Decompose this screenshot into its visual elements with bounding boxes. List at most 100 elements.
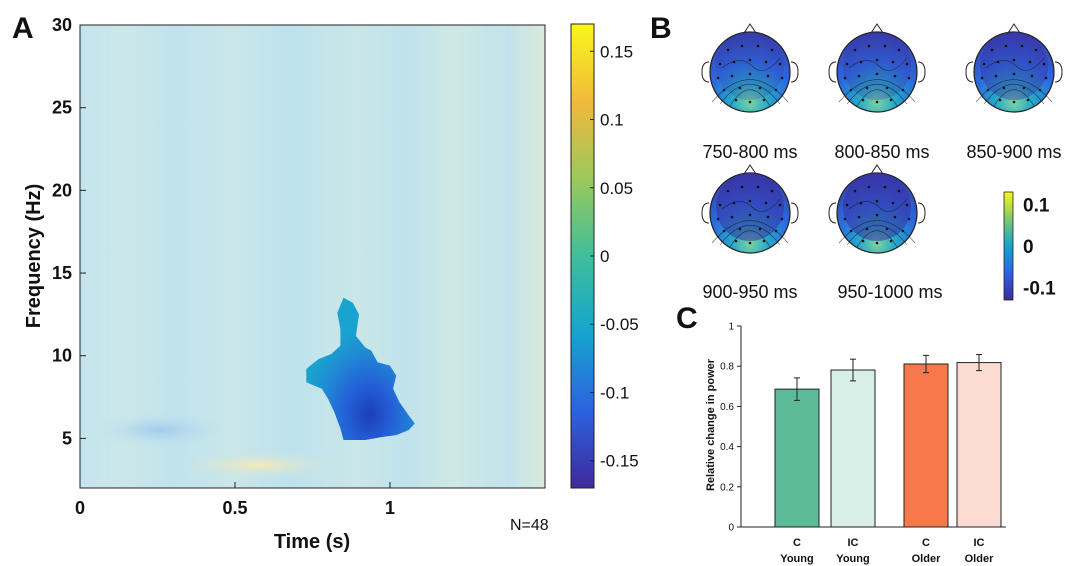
contour-line [711, 79, 789, 103]
electrode-dot [730, 215, 734, 219]
contour-line [838, 79, 916, 103]
contour-line [848, 198, 908, 212]
electrode-dot [996, 60, 1000, 64]
nose-icon [743, 164, 757, 175]
electrode-dot [766, 215, 770, 219]
electrode-dot [853, 48, 857, 52]
x-axis-label-a: Time (s) [274, 531, 350, 553]
y-tick-label-a: 20 [52, 180, 72, 200]
contour-line [856, 89, 898, 107]
electrode-dot [738, 86, 742, 90]
electrode-dot [897, 189, 901, 193]
electrode-dot [748, 199, 752, 203]
electrode-dot [762, 239, 766, 243]
bar [830, 369, 876, 528]
electrode-dot [883, 44, 887, 48]
y-tick-label-a: 30 [52, 15, 72, 35]
x-tick-label-c: Young [780, 553, 813, 565]
right-ear-icon [1054, 61, 1063, 83]
heatmap-low-blue-region [90, 412, 230, 448]
x-tick-label-c: C [922, 537, 930, 549]
electrode-dot [716, 76, 720, 80]
y-tick-label-c: 0.8 [720, 362, 734, 373]
electrode-dot [857, 215, 861, 219]
electrode-dot [1020, 44, 1024, 48]
electrode-dot [758, 227, 762, 231]
nose-icon [1007, 23, 1021, 34]
electrode-dot [982, 62, 986, 66]
electrode-dot [901, 88, 905, 92]
colorbar-a-tick-label: -0.15 [600, 452, 639, 471]
y-tick-label-a: 25 [52, 98, 72, 118]
panel-b-topomaps: 750-800 ms 800-850 ms 850-900 ms 900-950 ms… [701, 23, 1063, 302]
nose-icon [870, 23, 884, 34]
contour-line [856, 230, 898, 248]
y-tick-label-c: 0.2 [720, 482, 734, 493]
nose-icon [743, 23, 757, 34]
electrode-dot [849, 88, 853, 92]
y-tick-label-c: 1 [728, 322, 734, 333]
electrode-dot [738, 227, 742, 231]
topomap-label: 950-1000 ms [837, 282, 942, 302]
right-ear-icon [790, 202, 799, 224]
scalp-map [836, 31, 918, 113]
electrode-dot [730, 74, 734, 78]
electrode-dot [893, 215, 897, 219]
electrode-dot [849, 229, 853, 233]
electrode-dot [986, 88, 990, 92]
electrode-dot [756, 185, 760, 189]
electrode-dot [734, 98, 738, 102]
contour-line [719, 224, 781, 246]
electrode-dot [897, 48, 901, 52]
left-ear-icon [701, 61, 710, 83]
bars-c [774, 354, 1002, 528]
y-tick-label-c: 0.4 [720, 442, 734, 453]
electrode-dot [1026, 98, 1030, 102]
electrode-dot [875, 100, 879, 104]
electrode-dot [875, 213, 879, 217]
electrode-dot [859, 201, 863, 205]
topomap: 750-800 ms [701, 23, 799, 162]
x-tick-label-c: C [793, 537, 801, 549]
contour-line [993, 89, 1035, 107]
electrode-dot [859, 60, 863, 64]
electrode-dot [875, 72, 879, 76]
heatmap-low-yellow-region [165, 449, 355, 481]
electrode-dot [885, 227, 889, 231]
scalp-map [973, 31, 1055, 113]
contour-line [838, 220, 916, 244]
colorbar-a-tick-label: -0.05 [600, 315, 639, 334]
electrode-dot [889, 239, 893, 243]
electrode-dot [766, 74, 770, 78]
colorbar-b-tick-label: 0.1 [1023, 195, 1050, 216]
colorbar-a-tick-label: -0.1 [600, 383, 629, 402]
electrode-dot [780, 217, 784, 221]
contour-line [983, 83, 1045, 105]
scalp-map-shade [843, 32, 911, 100]
electrode-dot [778, 203, 782, 207]
electrode-dot [857, 74, 861, 78]
electrode-dot [770, 189, 774, 193]
y-tick-label-c: 0.6 [720, 402, 734, 413]
colorbar-a-tick-label: 0.1 [600, 111, 624, 130]
y-tick-label-a: 10 [52, 346, 72, 366]
electrode-dot [901, 229, 905, 233]
electrode-dot [716, 217, 720, 221]
contour-line [846, 83, 908, 105]
contour-line [721, 57, 781, 71]
panel-label-b: B [650, 12, 672, 45]
electrode-dot [853, 189, 857, 193]
electrode-dot [1002, 86, 1006, 90]
electrode-dot [722, 229, 726, 233]
y-tick-label-a: 5 [62, 428, 72, 448]
x-axis-c: C Young IC Young C Older IC Older [780, 537, 994, 565]
heatmap-background-tint [80, 25, 545, 488]
topomap-label: 850-900 ms [966, 142, 1061, 162]
nose-icon [870, 164, 884, 175]
electrode-dot [1012, 72, 1016, 76]
electrode-dot [845, 62, 849, 66]
electrode-dot [718, 203, 722, 207]
y-tick-label-a: 15 [52, 263, 72, 283]
bar [903, 363, 949, 528]
